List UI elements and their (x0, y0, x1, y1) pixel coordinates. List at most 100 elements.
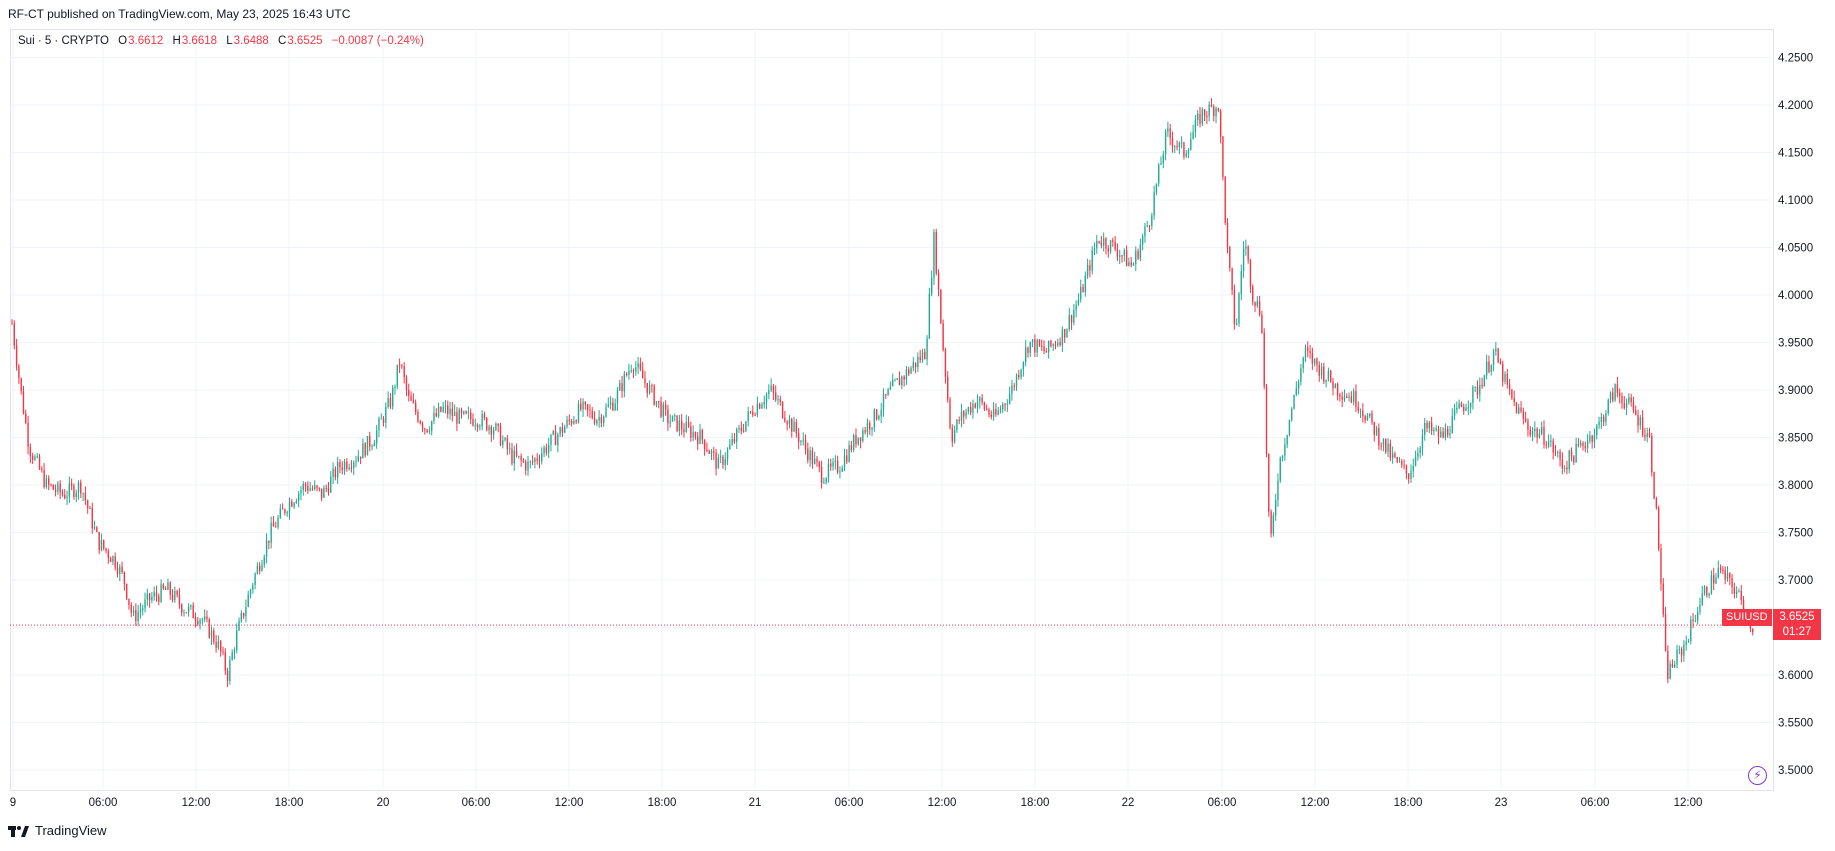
candle-body (770, 385, 772, 391)
candle-body (417, 412, 419, 422)
candle-body (1635, 410, 1637, 416)
candle-body (1125, 250, 1128, 267)
candle-body (1339, 394, 1341, 397)
candle-body (708, 451, 710, 454)
candle-body (1465, 407, 1467, 411)
candle-body (1141, 236, 1144, 245)
candle-body (515, 450, 518, 457)
candle-body (1738, 590, 1740, 592)
candle-body (187, 606, 190, 613)
candle-body (1394, 453, 1396, 457)
candle-body (483, 414, 486, 418)
candle-body (903, 376, 905, 380)
candle-body (616, 390, 619, 404)
candle-body (818, 461, 820, 467)
candle-body (1352, 391, 1355, 403)
candle-body (1316, 358, 1318, 366)
candle-body (1726, 573, 1729, 580)
candle-body (1325, 379, 1327, 382)
candle-body (1632, 402, 1635, 411)
candle-body (1027, 347, 1029, 354)
candle-body (1453, 409, 1456, 416)
candle-body (825, 478, 827, 483)
candle-body (1378, 427, 1380, 446)
candle-body (302, 483, 304, 491)
candle-body (430, 421, 433, 431)
candle-body (449, 408, 451, 415)
candle-body (479, 426, 481, 428)
candle-body (1192, 131, 1194, 140)
candle-body (738, 427, 740, 430)
lightning-icon[interactable]: ⚡ (1748, 766, 1767, 785)
candle-body (339, 462, 341, 468)
candle-body (997, 410, 999, 415)
candle-body (1664, 614, 1667, 651)
candle-body (644, 378, 646, 383)
candle-body (1485, 361, 1488, 376)
candle-body (1093, 248, 1096, 251)
candle-body (502, 440, 504, 446)
candle-body (690, 426, 692, 438)
candle-body (220, 640, 222, 652)
legend-high-value: 3.6618 (181, 35, 218, 47)
candle-body (882, 394, 885, 410)
candle-body (878, 415, 880, 420)
y-axis-label: 4.1500 (1778, 148, 1813, 160)
candle-body (944, 349, 947, 377)
candle-body (444, 405, 447, 407)
candle-body (1618, 392, 1621, 396)
candle-body (795, 421, 798, 434)
candle-body (199, 619, 201, 624)
candle-body (1066, 329, 1068, 338)
candle-body (1135, 251, 1137, 264)
candle-body (891, 380, 894, 387)
candle-body (1183, 142, 1185, 157)
last-price-value: 3.6525 (1779, 611, 1815, 623)
candle-body (756, 403, 759, 416)
candle-body (658, 401, 660, 403)
y-axis-label: 4.1000 (1778, 195, 1813, 207)
x-axis-label: 21 (749, 797, 762, 809)
candle-body (947, 376, 949, 400)
candle-body (1167, 128, 1169, 132)
candle-body (410, 395, 412, 401)
candle-body (823, 482, 825, 484)
candle-body (1011, 385, 1013, 395)
candle-body (1653, 472, 1655, 499)
candle-body (304, 483, 307, 486)
candle-body (1421, 434, 1424, 449)
candle-body (614, 403, 616, 411)
candle-body (917, 357, 919, 367)
candle-body (348, 467, 350, 469)
candle-body (183, 612, 185, 614)
candle-body (504, 438, 506, 441)
candle-body (1694, 620, 1697, 622)
candle-body (224, 652, 226, 671)
candle-body (836, 460, 839, 473)
candle-body (465, 411, 467, 414)
footer-brand[interactable]: TradingView (8, 823, 107, 838)
candle-body (1194, 119, 1197, 132)
candle-body (637, 363, 639, 368)
candle-body (1573, 456, 1575, 463)
candle-body (621, 383, 623, 392)
candle-body (1371, 413, 1373, 422)
candle-body (605, 406, 607, 417)
candle-body (761, 404, 763, 409)
candle-body (1722, 569, 1724, 571)
candle-body (1332, 381, 1334, 389)
candle-body (242, 612, 245, 617)
candle-body (1130, 262, 1132, 266)
candle-body (1625, 402, 1628, 408)
candle-body (272, 522, 275, 527)
candle-body (995, 409, 997, 415)
candle-body (1261, 314, 1263, 333)
candle-body (742, 430, 745, 432)
candle-body (1284, 444, 1286, 456)
candle-body (1366, 416, 1369, 421)
legend-symbol[interactable]: Sui · 5 · CRYPTO (18, 35, 109, 47)
candle-body (511, 448, 513, 464)
candle-body (1047, 340, 1050, 353)
candle-body (495, 423, 497, 430)
